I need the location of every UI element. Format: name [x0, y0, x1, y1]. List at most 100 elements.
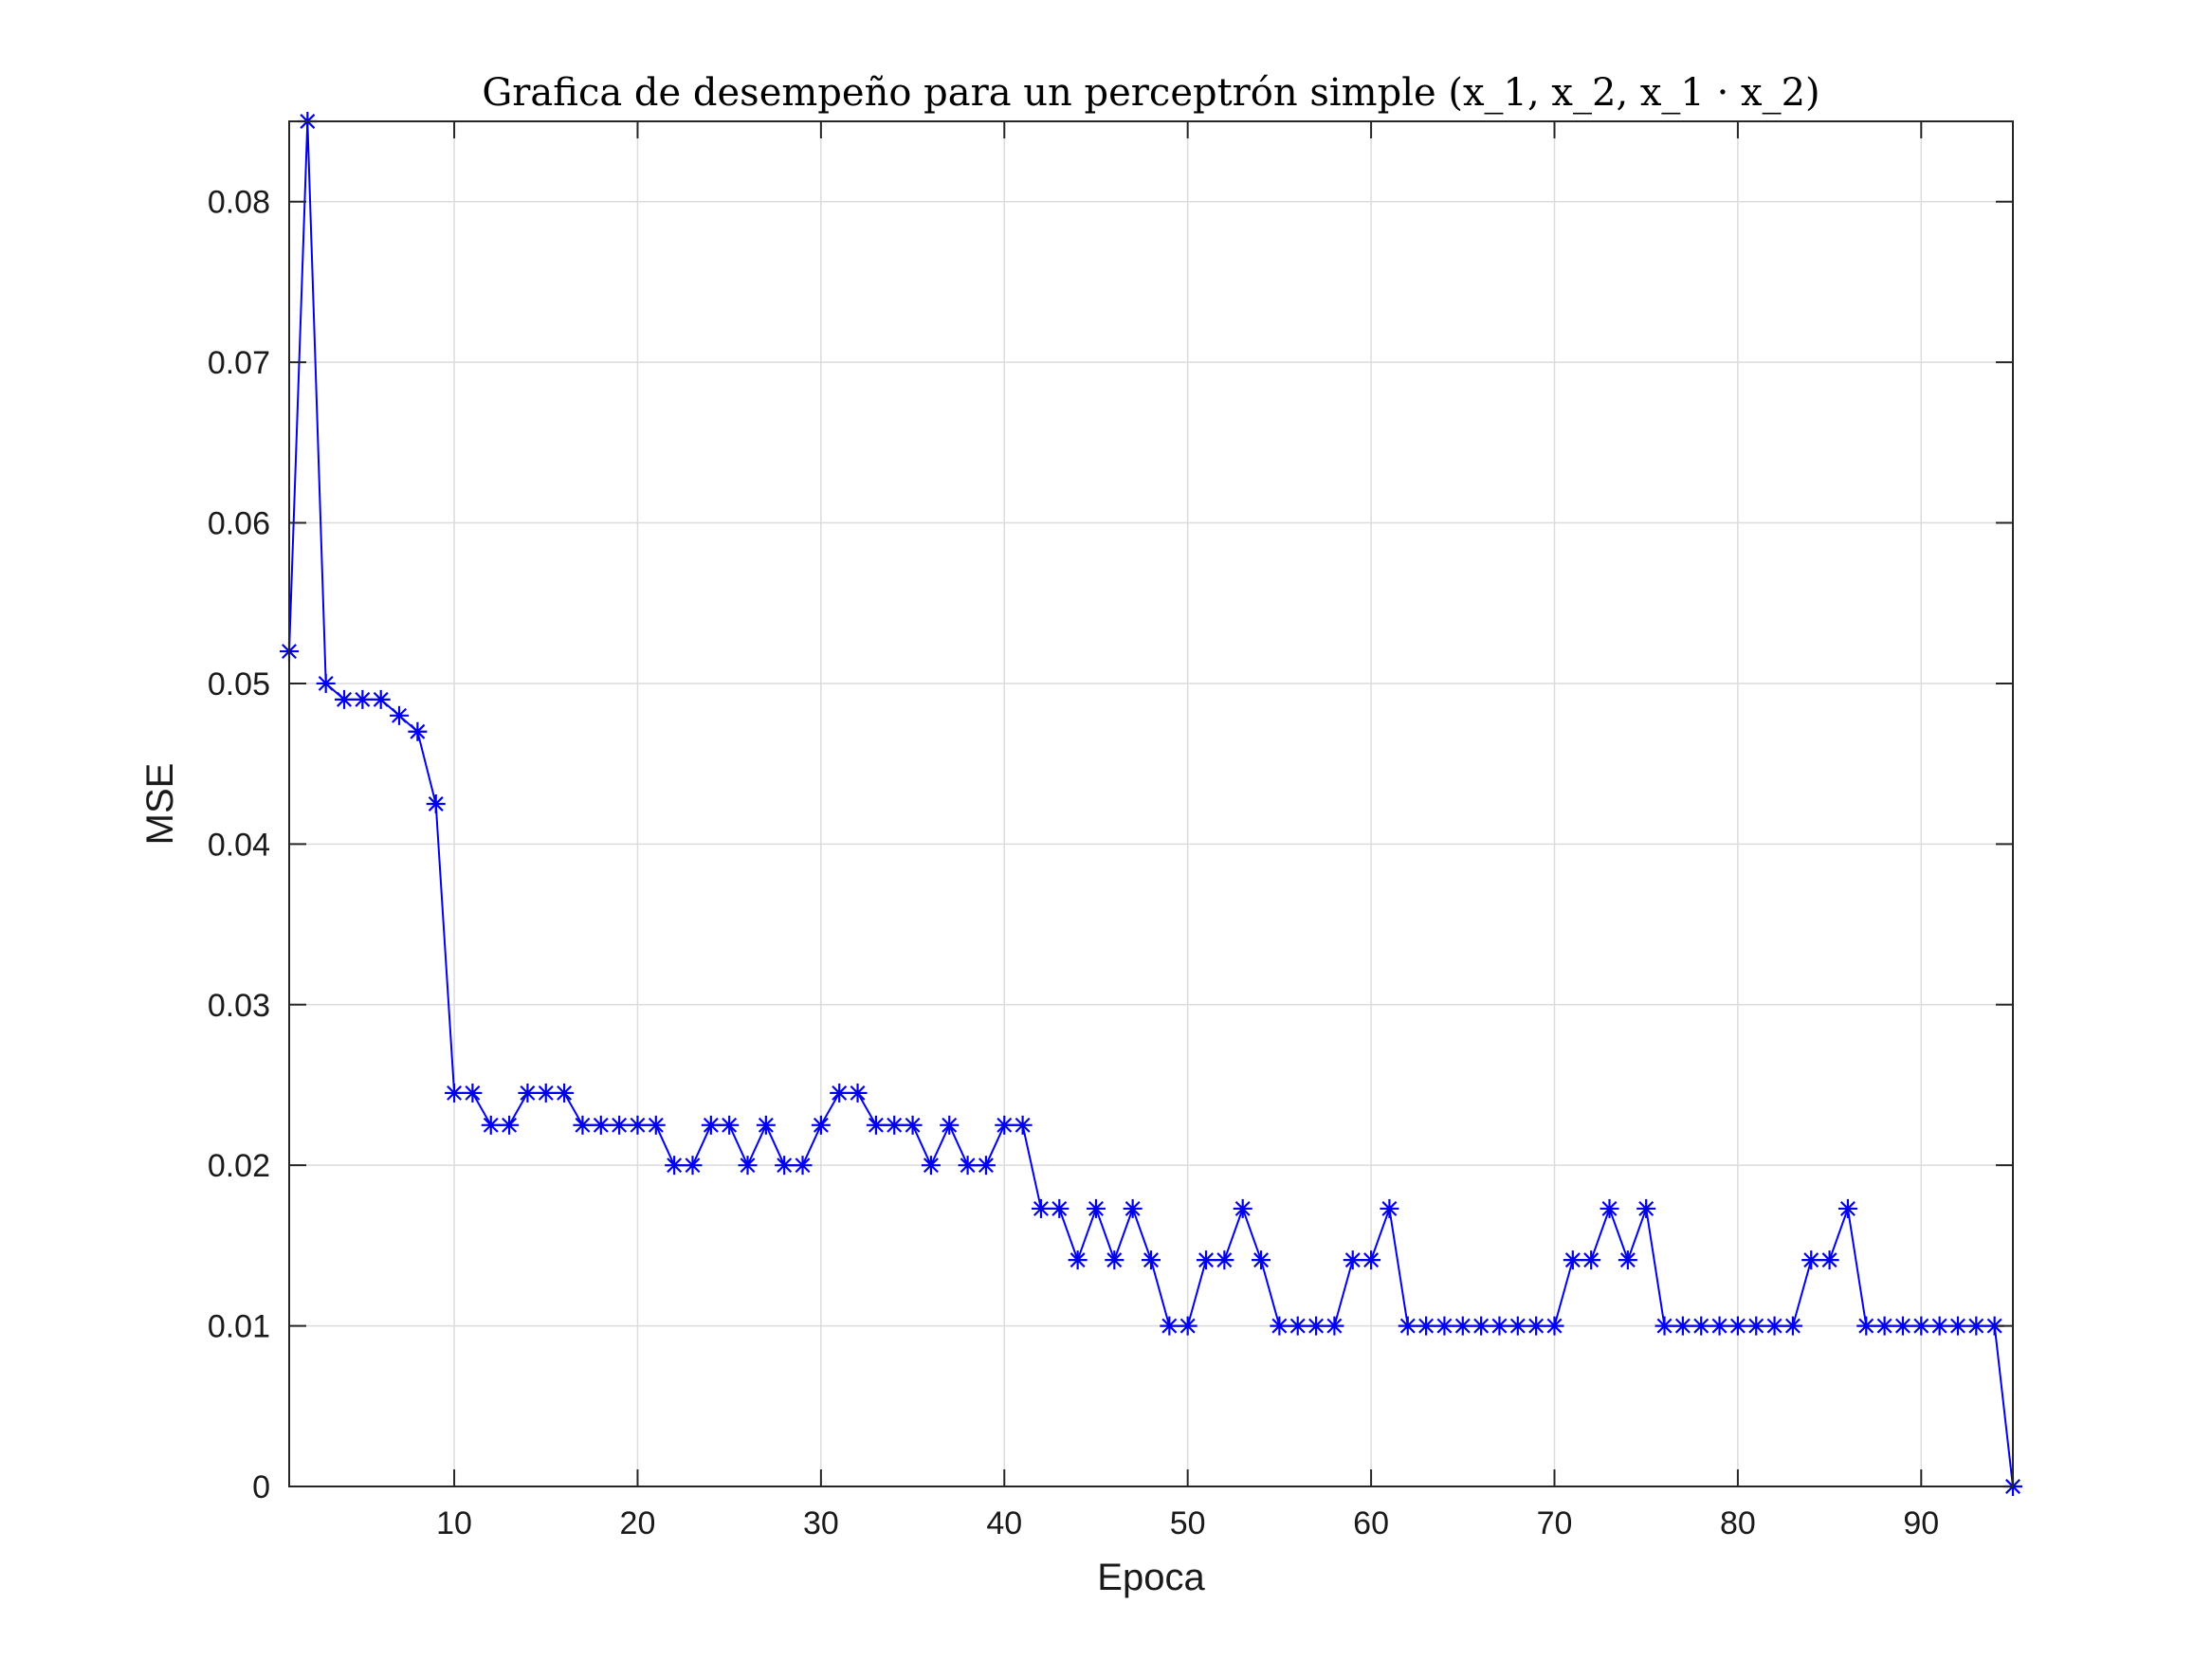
- data-point: [922, 1156, 941, 1175]
- x-tick-label: 90: [1903, 1505, 1939, 1541]
- data-point: [1746, 1317, 1765, 1336]
- data-point: [1380, 1199, 1398, 1218]
- data-point: [1105, 1250, 1124, 1269]
- data-point: [1435, 1317, 1453, 1336]
- data-point: [977, 1156, 996, 1175]
- data-point: [610, 1116, 629, 1135]
- data-point: [1783, 1317, 1802, 1336]
- data-point: [573, 1116, 592, 1135]
- data-point: [1838, 1199, 1857, 1218]
- data-point: [1234, 1199, 1252, 1218]
- data-point: [1453, 1317, 1472, 1336]
- data-point: [757, 1116, 776, 1135]
- data-point: [1875, 1317, 1894, 1336]
- data-point: [720, 1116, 739, 1135]
- y-tick-label: 0.02: [208, 1148, 270, 1184]
- data-point: [794, 1156, 813, 1175]
- data-point: [408, 722, 427, 741]
- data-point: [1398, 1317, 1417, 1336]
- data-point: [390, 706, 409, 725]
- data-point: [1325, 1317, 1344, 1336]
- data-point: [940, 1116, 959, 1135]
- data-point: [1032, 1199, 1051, 1218]
- data-point: [1160, 1317, 1179, 1336]
- x-tick-label: 60: [1353, 1505, 1389, 1541]
- x-tick-label: 70: [1537, 1505, 1573, 1541]
- data-point: [1673, 1317, 1692, 1336]
- data-point: [427, 794, 446, 813]
- data-point: [1362, 1250, 1380, 1269]
- data-point: [1856, 1317, 1875, 1336]
- data-point: [1490, 1317, 1508, 1336]
- data-point: [1563, 1250, 1582, 1269]
- data-point: [1197, 1250, 1216, 1269]
- data-point: [1270, 1317, 1289, 1336]
- data-point: [372, 690, 391, 709]
- data-point: [1142, 1250, 1161, 1269]
- data-point: [445, 1084, 464, 1103]
- data-point: [518, 1084, 537, 1103]
- data-point: [1966, 1317, 1985, 1336]
- data-point: [665, 1156, 684, 1175]
- data-point: [867, 1116, 886, 1135]
- data-point: [849, 1084, 868, 1103]
- y-tick-label: 0.08: [208, 185, 270, 221]
- data-point: [1820, 1250, 1839, 1269]
- x-tick-label: 80: [1720, 1505, 1756, 1541]
- data-point: [1618, 1250, 1637, 1269]
- data-point: [647, 1116, 666, 1135]
- data-point: [1215, 1250, 1234, 1269]
- data-point: [904, 1116, 923, 1135]
- y-tick-label: 0.06: [208, 506, 270, 542]
- data-point: [1765, 1317, 1784, 1336]
- data-point: [1508, 1317, 1527, 1336]
- data-point: [1728, 1317, 1747, 1336]
- y-tick-label: 0.05: [208, 666, 270, 702]
- data-point: [628, 1116, 647, 1135]
- data-point: [1801, 1250, 1820, 1269]
- y-tick-label: 0.07: [208, 345, 270, 381]
- data-point: [1545, 1317, 1563, 1336]
- chart-title: Grafica de desempeño para un perceptrón …: [482, 71, 1819, 115]
- data-point: [959, 1156, 978, 1175]
- data-point: [1636, 1199, 1655, 1218]
- data-point: [1581, 1250, 1600, 1269]
- data-point: [317, 674, 336, 693]
- x-axis-label: Epoca: [1097, 1557, 1205, 1598]
- data-point: [1087, 1199, 1106, 1218]
- data-point: [775, 1156, 794, 1175]
- data-point: [702, 1116, 721, 1135]
- data-point: [1289, 1317, 1307, 1336]
- plot-area: [289, 121, 2013, 1486]
- data-point: [1691, 1317, 1710, 1336]
- data-point: [1252, 1250, 1271, 1269]
- x-tick-label: 40: [986, 1505, 1022, 1541]
- data-point: [1307, 1317, 1325, 1336]
- y-tick-label: 0: [252, 1469, 270, 1505]
- data-point: [812, 1116, 831, 1135]
- data-point: [830, 1084, 849, 1103]
- y-axis-label: MSE: [139, 763, 181, 846]
- data-point: [1930, 1317, 1949, 1336]
- data-point: [739, 1156, 758, 1175]
- data-point: [1014, 1116, 1033, 1135]
- data-point: [683, 1156, 702, 1175]
- data-point: [885, 1116, 904, 1135]
- data-point: [1472, 1317, 1490, 1336]
- y-tick-label: 0.04: [208, 827, 270, 863]
- data-point: [1344, 1250, 1362, 1269]
- data-point: [1911, 1317, 1930, 1336]
- data-point: [555, 1084, 574, 1103]
- y-tick-label: 0.03: [208, 988, 270, 1024]
- data-point: [1124, 1199, 1143, 1218]
- data-point: [463, 1084, 482, 1103]
- data-point: [995, 1116, 1014, 1135]
- data-point: [1710, 1317, 1729, 1336]
- data-point: [1179, 1317, 1197, 1336]
- data-point: [1893, 1317, 1912, 1336]
- data-point: [592, 1116, 611, 1135]
- data-point: [1069, 1250, 1088, 1269]
- data-point: [1600, 1199, 1619, 1218]
- x-tick-label: 20: [620, 1505, 656, 1541]
